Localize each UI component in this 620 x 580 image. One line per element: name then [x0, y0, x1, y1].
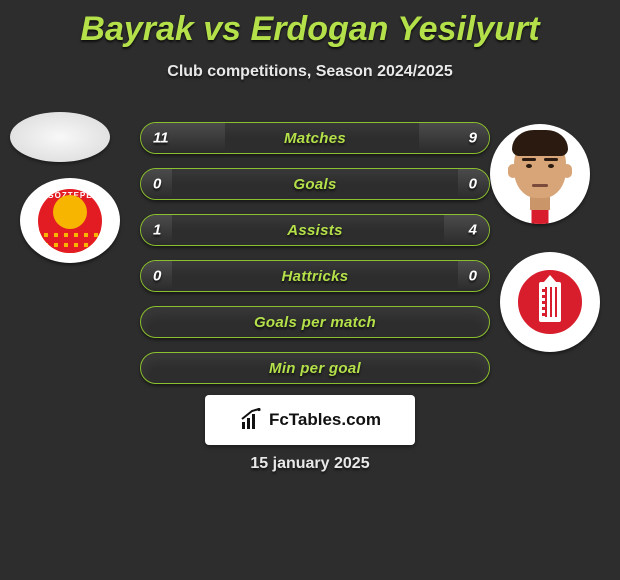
stat-label: Hattricks	[282, 268, 349, 285]
branding-text: FcTables.com	[269, 410, 381, 430]
stat-label: Goals per match	[254, 314, 376, 331]
stat-row: 0 Goals 0	[140, 168, 490, 200]
stat-rows: 11 Matches 9 0 Goals 0 1 Assists 4 0 Hattricks 0 Goa…	[140, 122, 490, 398]
stat-label: Matches	[284, 130, 346, 147]
stat-row: 11 Matches 9	[140, 122, 490, 154]
stat-value-right: 4	[469, 222, 477, 239]
comparison-title: Bayrak vs Erdogan Yesilyurt	[0, 0, 620, 49]
stat-value-left: 0	[153, 268, 161, 285]
stat-label: Min per goal	[269, 360, 361, 377]
stat-row: 0 Hattricks 0	[140, 260, 490, 292]
stat-value-left: 1	[153, 222, 161, 239]
stat-row: Goals per match	[140, 306, 490, 338]
player-right-avatar	[490, 124, 590, 224]
fctables-logo-icon	[239, 408, 263, 432]
stat-value-left: 11	[153, 130, 169, 147]
stat-bar-right	[419, 123, 489, 153]
stat-label: Goals	[293, 176, 336, 193]
stat-value-left: 0	[153, 176, 161, 193]
comparison-date: 15 january 2025	[0, 455, 620, 473]
stat-value-right: 0	[469, 176, 477, 193]
stat-value-right: 9	[469, 130, 477, 147]
stat-bar-right	[444, 215, 489, 245]
player-left-club-badge: GÖZTEPE	[20, 178, 120, 263]
stat-row: Min per goal	[140, 352, 490, 384]
player-left-avatar	[10, 112, 110, 162]
branding-badge: FcTables.com	[205, 395, 415, 445]
stat-row: 1 Assists 4	[140, 214, 490, 246]
stat-value-right: 0	[469, 268, 477, 285]
comparison-subtitle: Club competitions, Season 2024/2025	[0, 63, 620, 81]
stat-label: Assists	[287, 222, 342, 239]
player-right-club-badge	[500, 252, 600, 352]
